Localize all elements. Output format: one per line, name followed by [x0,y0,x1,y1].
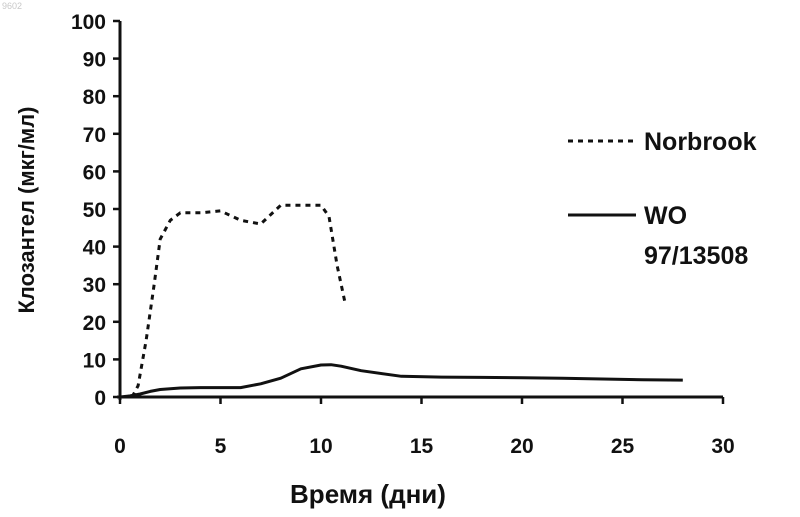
legend-label: Norbrook [644,128,757,156]
y-tick-label: 0 [94,387,106,410]
x-tick-label: 5 [215,435,227,458]
chart-axes: 0 10 20 30 40 50 60 70 80 90 100 0 5 10 15 20 25 30 [71,11,735,458]
y-tick-label: 10 [83,349,106,372]
series-line-norbrook [132,205,345,397]
y-tick-label: 80 [83,86,106,109]
x-tick-label: 0 [114,435,126,458]
page-corner-mark: 9602 [2,1,22,11]
chart-series [120,205,683,397]
legend-label: WO [644,202,687,230]
x-tick-label: 10 [309,435,332,458]
series-line-wo [120,365,683,397]
y-tick-label: 90 [83,49,106,72]
legend-item-norbrook: Norbrook [568,128,757,156]
y-axis-label: Клозантел (мкг/мл) [14,107,39,314]
x-tick-label: 20 [510,435,533,458]
x-tick-label: 30 [711,435,734,458]
y-tick-label: 30 [83,274,106,297]
legend-item-wo: WO 97/13508 [568,202,748,270]
y-tick-label: 100 [71,11,106,34]
y-tick-label: 40 [83,237,106,260]
y-tick-label: 70 [83,124,106,147]
x-axis-label: Время (дни) [290,479,446,509]
chart-legend: Norbrook WO 97/13508 [568,128,757,270]
y-tick-label: 50 [83,199,106,222]
x-tick-label: 25 [611,435,635,458]
y-tick-label: 60 [83,161,106,184]
y-tick-label: 20 [83,312,106,335]
legend-label: 97/13508 [644,242,748,270]
x-tick-label: 15 [410,435,434,458]
